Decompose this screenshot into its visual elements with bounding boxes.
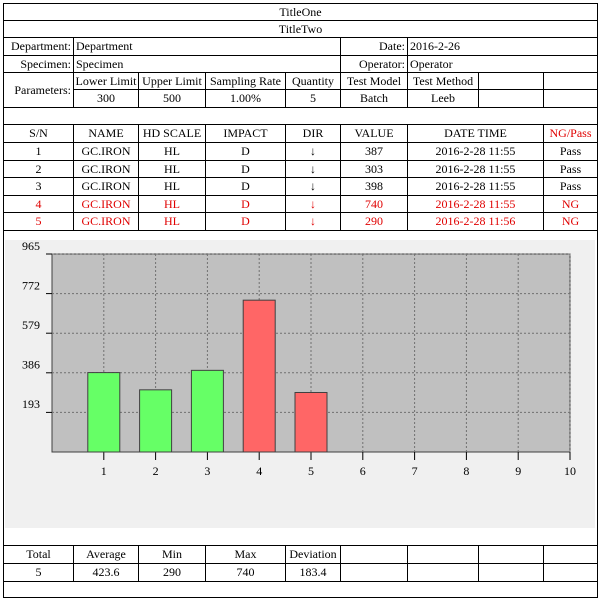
bar bbox=[139, 389, 173, 453]
x-tick-label: 1 bbox=[101, 464, 107, 478]
x-tick-label: 4 bbox=[256, 464, 262, 478]
y-tick-label: 579 bbox=[22, 318, 40, 332]
y-tick-label: 193 bbox=[22, 397, 40, 411]
x-tick-label: 9 bbox=[515, 464, 521, 478]
x-tick-label: 6 bbox=[360, 464, 366, 478]
y-tick-label: 772 bbox=[22, 278, 40, 292]
x-tick-label: 8 bbox=[463, 464, 469, 478]
y-tick-label: 386 bbox=[22, 358, 40, 372]
x-tick-label: 2 bbox=[153, 464, 159, 478]
bar bbox=[294, 391, 328, 453]
x-tick-label: 10 bbox=[564, 464, 576, 478]
bar bbox=[242, 299, 276, 453]
x-tick-label: 7 bbox=[412, 464, 418, 478]
x-tick-label: 5 bbox=[308, 464, 314, 478]
bar bbox=[190, 369, 224, 453]
x-tick-label: 3 bbox=[204, 464, 210, 478]
bar bbox=[87, 372, 121, 453]
empty-cell bbox=[3, 581, 598, 598]
y-tick-label: 965 bbox=[22, 239, 40, 253]
